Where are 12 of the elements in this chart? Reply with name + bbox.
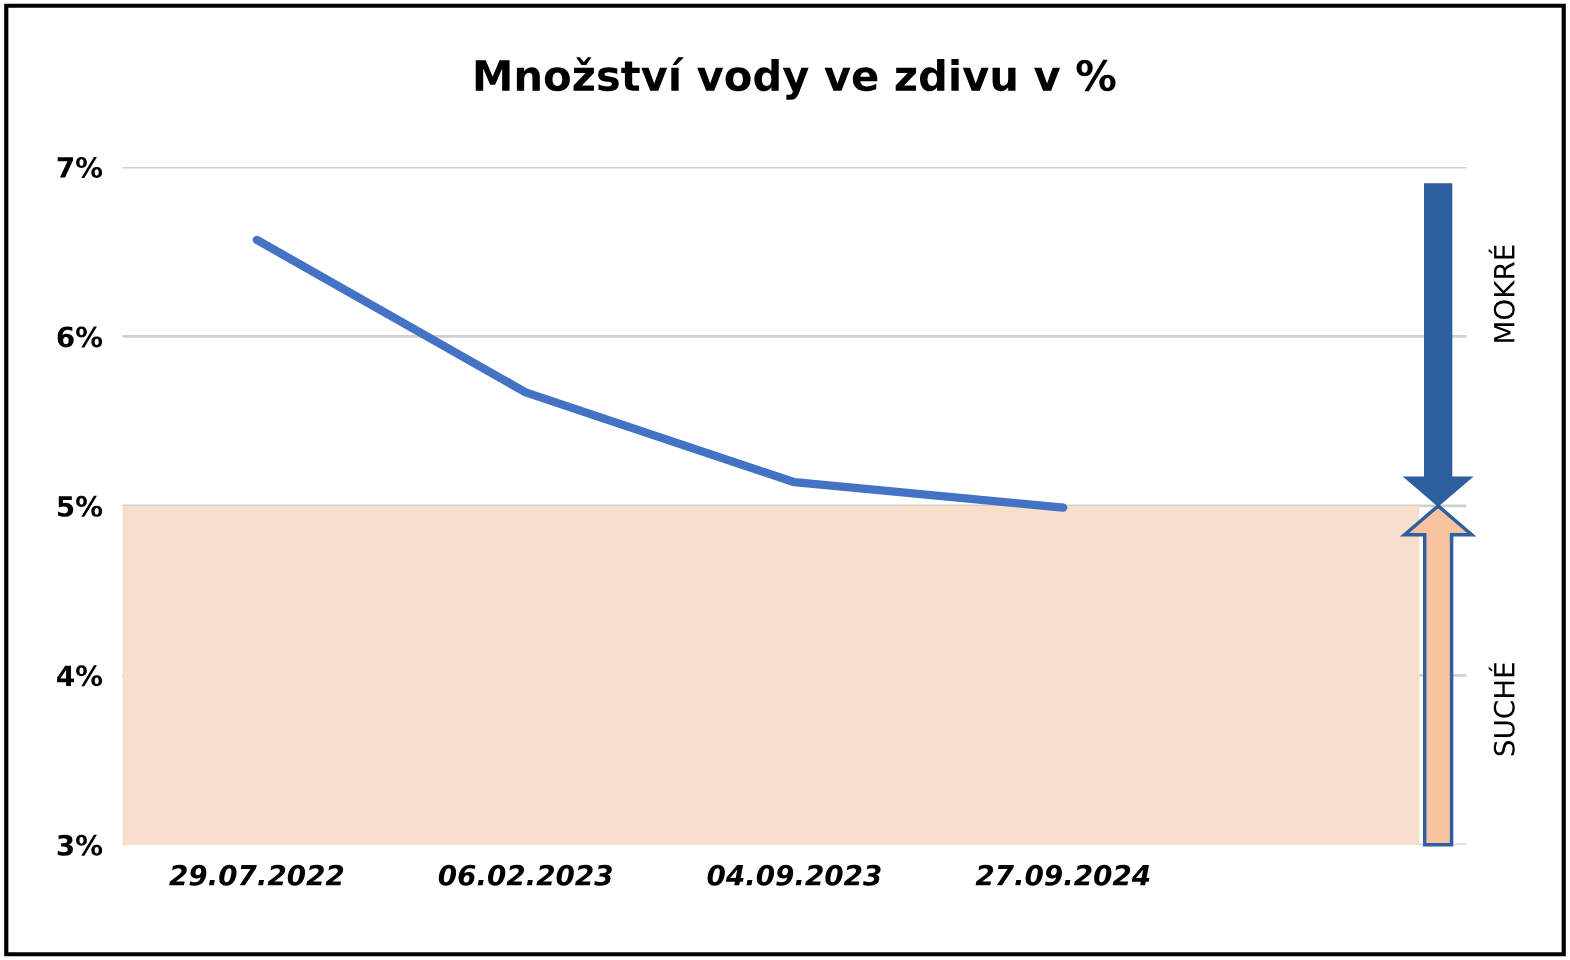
text: MOKRÉ	[1488, 245, 1515, 342]
x-tick-label: 29.07.2022	[169, 864, 344, 886]
text: SUCHÉ	[1488, 663, 1515, 756]
y-tick-label: 3%	[57, 834, 103, 856]
y-tick-label: 6%	[57, 326, 103, 348]
y-tick-label: 5%	[58, 495, 103, 517]
x-tick-label: 06.02.2023	[438, 864, 612, 886]
y-tick-label: 4%	[57, 665, 103, 687]
y-tick-label: 7%	[57, 156, 103, 178]
x-tick-label: 04.09.2023	[707, 864, 881, 886]
chart-title: Množství vody ve zdivu v %	[475, 57, 1116, 100]
x-tick-label: 27.09.2024	[975, 864, 1150, 886]
